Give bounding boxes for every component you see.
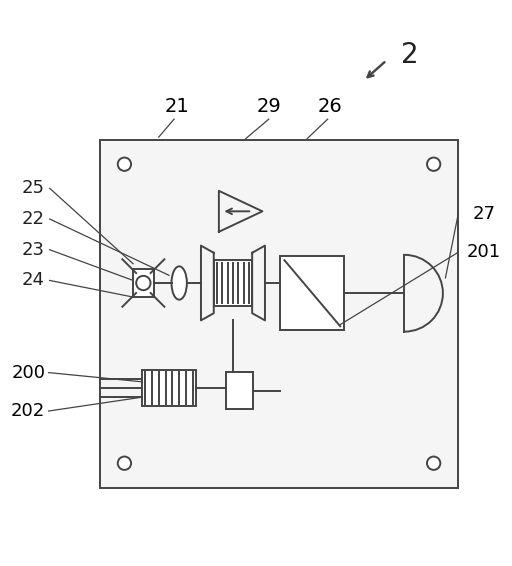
Circle shape [118, 157, 131, 171]
Text: 23: 23 [22, 241, 45, 259]
Text: 26: 26 [318, 97, 343, 116]
Text: 201: 201 [467, 243, 501, 261]
Text: 25: 25 [22, 179, 45, 198]
Ellipse shape [172, 267, 187, 299]
Bar [142, 370, 196, 406]
Circle shape [427, 457, 440, 470]
Text: 21: 21 [164, 97, 189, 116]
Text: 202: 202 [11, 402, 45, 420]
Circle shape [427, 157, 440, 171]
Circle shape [118, 457, 131, 470]
Bar [226, 372, 253, 409]
Circle shape [136, 276, 151, 290]
Text: 200: 200 [11, 363, 45, 381]
Text: 2: 2 [401, 41, 418, 69]
Text: 24: 24 [22, 272, 45, 289]
Bar [214, 260, 252, 306]
Text: 22: 22 [22, 210, 45, 228]
Bar [133, 269, 154, 297]
Text: 29: 29 [257, 97, 281, 116]
Text: 27: 27 [473, 205, 495, 223]
Bar [100, 140, 458, 488]
Bar [281, 256, 344, 331]
